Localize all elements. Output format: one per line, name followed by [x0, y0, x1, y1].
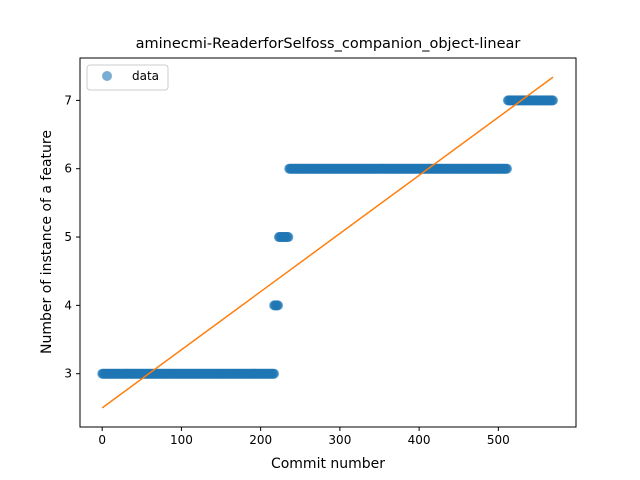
x-tick-label: 300 [328, 433, 351, 447]
data-point [502, 163, 513, 174]
chart-title: aminecmi-ReaderforSelfoss_companion_obje… [136, 36, 521, 52]
legend-marker-data [102, 71, 112, 81]
data-point-run-5 [502, 95, 559, 106]
y-tick-label: 6 [64, 162, 72, 176]
x-tick-label: 100 [170, 433, 193, 447]
plot-frame [79, 57, 577, 428]
y-tick-label: 3 [64, 367, 72, 381]
y-axis: 3 4 5 6 7 [64, 93, 80, 381]
y-axis-label: Number of instance of a feature [39, 130, 55, 354]
x-axis-label: Commit number [271, 456, 385, 472]
x-tick-label: 500 [487, 433, 510, 447]
legend-label-data: data [132, 69, 159, 83]
x-axis: 0 100 200 300 400 500 [98, 427, 510, 447]
data-point [273, 300, 284, 311]
x-tick-label: 400 [408, 433, 431, 447]
data-point [269, 368, 280, 379]
y-tick-label: 5 [64, 230, 72, 244]
legend: data [86, 64, 169, 91]
data-point-run-1 [97, 368, 280, 379]
trend-line [101, 76, 554, 409]
y-tick-label: 4 [64, 298, 72, 312]
y-tick-label: 7 [64, 93, 72, 107]
data-point-run-3 [273, 232, 294, 243]
data-point-run-2 [269, 300, 284, 311]
data-point-run-4 [284, 163, 513, 174]
x-tick-label: 200 [249, 433, 272, 447]
plot-marks [97, 76, 559, 409]
x-tick-label: 0 [98, 433, 106, 447]
data-point [548, 95, 559, 106]
data-point [283, 232, 294, 243]
